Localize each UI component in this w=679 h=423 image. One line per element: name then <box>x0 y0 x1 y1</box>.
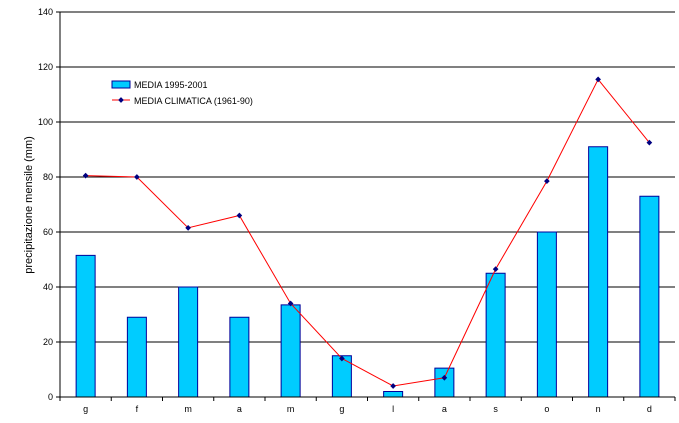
legend-label-line: MEDIA CLIMATICA (1961-90) <box>134 96 253 106</box>
x-tick-label: n <box>596 404 601 414</box>
bar <box>75 254 96 398</box>
y-tick-label: 0 <box>48 392 53 402</box>
bar <box>178 286 199 398</box>
line-point <box>236 212 243 219</box>
legend-label-bars: MEDIA 1995-2001 <box>134 80 208 90</box>
y-tick-label: 100 <box>38 117 53 127</box>
x-tick-label: f <box>136 404 139 414</box>
line-point <box>595 76 601 83</box>
line-point <box>339 355 345 362</box>
y-tick-labels: 0 20 40 60 80 100 120 140 <box>38 7 53 402</box>
x-tick-label: l <box>392 404 394 414</box>
y-tick-label: 80 <box>43 172 53 182</box>
x-tick-label: a <box>442 404 447 414</box>
line-series <box>82 76 653 389</box>
line-point <box>82 172 89 179</box>
line-point <box>287 300 294 307</box>
y-tick-label: 120 <box>38 62 53 72</box>
axes <box>59 12 676 401</box>
line-point <box>390 383 396 389</box>
line-point <box>544 178 550 184</box>
legend: MEDIA 1995-2001 MEDIA CLIMATICA (1961-90… <box>111 80 253 106</box>
bar <box>536 231 557 398</box>
bar <box>434 367 455 398</box>
x-tick-label: s <box>493 404 498 414</box>
y-tick-label: 60 <box>43 227 53 237</box>
legend-bar-swatch <box>111 80 131 89</box>
x-tick-label: d <box>647 404 652 414</box>
y-tick-label: 40 <box>43 282 53 292</box>
bar <box>229 316 250 398</box>
bar <box>485 272 506 398</box>
x-tick-label: g <box>339 404 344 414</box>
y-tick-label: 140 <box>38 7 53 17</box>
bar <box>383 391 404 398</box>
line-point <box>492 266 499 272</box>
y-tick-label: 20 <box>43 337 53 347</box>
bar <box>280 304 301 398</box>
y-axis-label: precipitazione mensile (mm) <box>23 136 35 274</box>
grid <box>56 11 675 398</box>
bar <box>126 316 147 398</box>
line-point <box>134 174 140 180</box>
x-tick-label: a <box>237 404 242 414</box>
x-tick-label: g <box>83 404 88 414</box>
bar-series <box>75 146 660 398</box>
x-tick-label: o <box>544 404 549 414</box>
bar <box>588 146 609 398</box>
x-tick-label: m <box>287 404 295 414</box>
line-point <box>185 225 191 231</box>
bar <box>639 195 660 398</box>
x-tick-label: m <box>184 404 192 414</box>
line-point <box>441 374 448 381</box>
series-line <box>85 78 650 387</box>
legend-line-marker <box>118 97 124 103</box>
line-point <box>646 139 653 146</box>
